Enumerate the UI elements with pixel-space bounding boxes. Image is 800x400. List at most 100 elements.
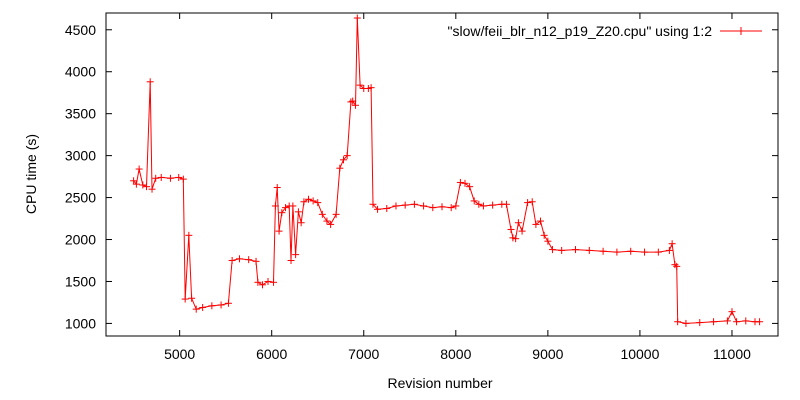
data-point <box>152 174 160 182</box>
data-point <box>294 208 302 216</box>
data-point <box>470 197 478 205</box>
data-point <box>235 255 243 263</box>
data-point <box>208 302 216 310</box>
data-point <box>228 256 236 264</box>
data-point <box>192 305 200 313</box>
data-point <box>332 210 340 218</box>
data-point <box>479 202 487 210</box>
x-tick-label: 11000 <box>713 346 751 362</box>
data-point <box>532 220 540 228</box>
data-point <box>742 317 750 325</box>
data-point <box>654 248 662 256</box>
data-point <box>548 246 556 254</box>
data-point <box>447 204 455 212</box>
x-tick-label: 10000 <box>620 346 659 362</box>
y-tick-label: 1000 <box>65 315 96 331</box>
y-axis-label: CPU time (s) <box>23 134 39 214</box>
data-point <box>185 231 193 239</box>
data-point <box>264 277 272 285</box>
data-point <box>143 183 151 191</box>
data-point <box>258 281 266 289</box>
data-point <box>456 178 464 186</box>
data-point <box>420 202 428 210</box>
y-tick-label: 1500 <box>65 273 96 289</box>
data-point <box>665 246 673 254</box>
legend-label: "slow/feii_blr_n12_p19_Z20.cpu" using 1:… <box>448 23 713 39</box>
data-point <box>278 209 286 217</box>
data-point <box>327 220 335 228</box>
data-point <box>157 173 165 181</box>
data-point <box>305 195 313 203</box>
data-point <box>139 181 147 189</box>
y-tick-label: 4000 <box>65 64 96 80</box>
data-point <box>756 318 764 326</box>
data-point <box>536 217 544 225</box>
data-point <box>318 210 326 218</box>
data-point <box>540 231 548 239</box>
data-point <box>297 219 305 227</box>
data-point <box>179 175 187 183</box>
data-point <box>668 240 676 248</box>
data-point <box>166 174 174 182</box>
x-tick-label: 9000 <box>532 346 563 362</box>
y-tick-label: 3500 <box>65 106 96 122</box>
x-tick-label: 5000 <box>164 346 195 362</box>
data-point <box>323 217 331 225</box>
data-point <box>353 14 361 22</box>
data-point <box>374 205 382 213</box>
data-point <box>181 295 189 303</box>
data-point <box>271 202 279 210</box>
data-point <box>673 262 681 270</box>
data-point <box>135 165 143 173</box>
data-point <box>188 294 196 302</box>
data-point <box>696 319 704 327</box>
data-point <box>461 179 469 187</box>
ticks-layer: 5000 6000 7000 8000 9000 10000 11000 1000 1500 20… <box>65 13 778 362</box>
data-point <box>518 227 526 235</box>
data-point <box>475 200 483 208</box>
data-point <box>275 227 283 235</box>
data-point <box>466 183 474 191</box>
data-point <box>438 203 446 211</box>
data-point <box>254 278 262 286</box>
data-point <box>723 317 731 325</box>
data-point <box>314 199 322 207</box>
data-point <box>356 81 364 89</box>
data-point <box>410 200 418 208</box>
plot-frame <box>105 12 779 337</box>
y-tick-label: 4500 <box>65 22 96 38</box>
data-point <box>292 251 300 259</box>
data-point <box>528 198 536 206</box>
data-point <box>401 201 409 209</box>
data-point <box>674 318 682 326</box>
data-point <box>282 204 290 212</box>
data-point <box>507 225 515 233</box>
data-point <box>199 303 207 311</box>
data-point <box>369 200 377 208</box>
data-point <box>146 78 154 86</box>
series-line <box>133 17 760 324</box>
data-point <box>558 246 566 254</box>
data-point <box>224 299 232 307</box>
data-point <box>289 202 297 210</box>
data-point <box>270 278 278 286</box>
data-point <box>502 200 510 208</box>
data-point <box>733 318 741 326</box>
data-point <box>252 257 260 265</box>
data-point <box>245 256 253 264</box>
y-tick-label: 2000 <box>65 232 96 248</box>
data-point <box>300 198 308 206</box>
data-point <box>336 164 344 172</box>
data-point <box>347 98 355 106</box>
data-point <box>710 318 718 326</box>
data-point <box>613 248 621 256</box>
x-tick-label: 8000 <box>440 346 471 362</box>
data-point <box>429 204 437 212</box>
y-tick-label: 2500 <box>65 190 96 206</box>
data-point <box>682 319 690 327</box>
legend: "slow/feii_blr_n12_p19_Z20.cpu" using 1:… <box>448 23 762 39</box>
data-point <box>489 201 497 209</box>
data-point <box>148 185 156 193</box>
data-point <box>343 152 351 160</box>
